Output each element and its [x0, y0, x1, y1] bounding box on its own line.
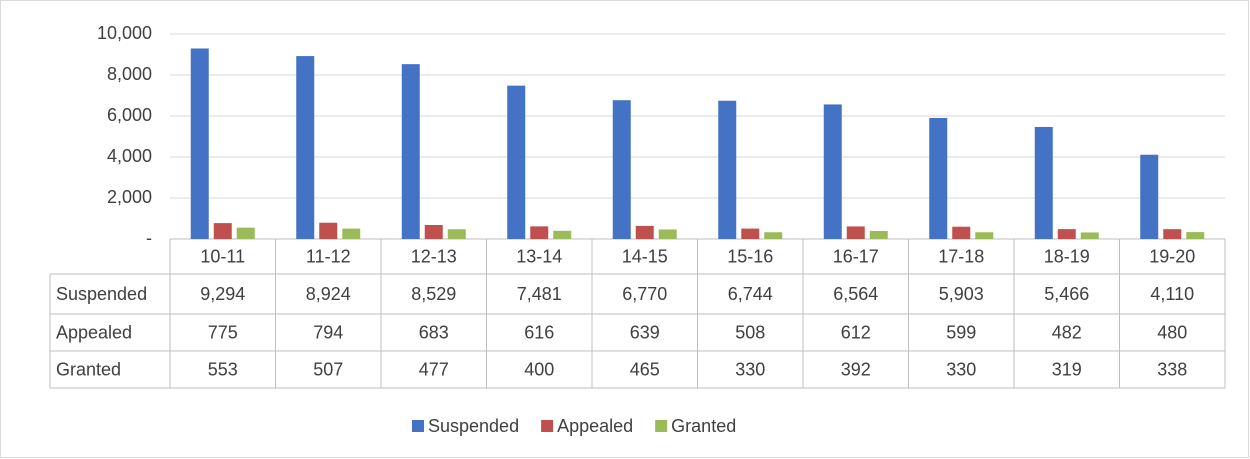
table-cell: 599	[946, 322, 976, 342]
table-cell: 4,110	[1150, 284, 1194, 304]
bar	[612, 100, 631, 239]
table-cell: 6,744	[728, 284, 773, 304]
table-cell: 612	[841, 322, 871, 342]
table-cell: 392	[841, 359, 871, 379]
table-cell: 330	[735, 359, 765, 379]
bar	[1080, 232, 1099, 239]
table-cell: 5,903	[939, 284, 984, 304]
bar	[296, 56, 315, 239]
bar	[401, 64, 420, 239]
table-cell: 477	[419, 359, 449, 379]
table-cell: 775	[208, 322, 238, 342]
row-label: Granted	[56, 359, 121, 379]
bar	[929, 117, 948, 239]
table-cell: 6,564	[833, 284, 878, 304]
bar	[869, 230, 888, 239]
x-tick-label: 15-16	[727, 246, 773, 266]
bar	[342, 228, 361, 239]
table-cell: 400	[524, 359, 554, 379]
y-tick-label: 4,000	[107, 146, 152, 166]
bar	[658, 229, 677, 239]
row-label: Suspended	[56, 284, 147, 304]
row-label: Appealed	[56, 322, 132, 342]
table-cell: 338	[1157, 359, 1187, 379]
bar	[213, 223, 232, 239]
table-cell: 330	[946, 359, 976, 379]
bar	[975, 232, 994, 239]
bar	[741, 228, 760, 239]
table-cell: 8,529	[411, 284, 456, 304]
bar	[424, 224, 443, 239]
legend-swatch	[541, 420, 554, 432]
x-tick-label: 16-17	[833, 246, 879, 266]
bar	[553, 230, 572, 239]
bar	[1057, 229, 1076, 239]
legend-swatch	[412, 420, 424, 432]
x-tick-label: 19-20	[1149, 246, 1195, 266]
table-cell: 508	[735, 322, 765, 342]
bar	[507, 85, 526, 240]
bar	[1186, 232, 1205, 239]
table-cell: 5,466	[1044, 284, 1089, 304]
y-tick-label: 6,000	[107, 105, 152, 125]
bar	[718, 100, 737, 239]
table-cell: 616	[524, 322, 554, 342]
table-cell: 553	[208, 359, 238, 379]
table-cell: 639	[630, 322, 660, 342]
bar	[823, 104, 842, 239]
table-cell: 319	[1052, 359, 1082, 379]
bar	[1140, 154, 1159, 239]
bar	[236, 227, 255, 239]
legend-label: Appealed	[557, 416, 633, 436]
table-cell: 9,294	[200, 284, 245, 304]
table-cell: 683	[419, 322, 449, 342]
table-cell: 7,481	[517, 284, 562, 304]
bar	[952, 226, 971, 239]
table-cell: 8,924	[306, 284, 351, 304]
table-cell: 482	[1052, 322, 1082, 342]
x-tick-label: 11-12	[306, 246, 351, 266]
table-cell: 480	[1157, 322, 1187, 342]
y-tick-label: 10,000	[97, 23, 152, 43]
x-tick-label: 12-13	[411, 246, 457, 266]
bar	[1163, 229, 1182, 239]
bar	[319, 222, 338, 239]
table-cell: 465	[630, 359, 660, 379]
table-cell: 794	[313, 322, 343, 342]
x-tick-label: 17-18	[938, 246, 984, 266]
x-tick-label: 13-14	[516, 246, 562, 266]
legend-swatch	[655, 420, 668, 432]
bar	[530, 226, 549, 239]
legend-label: Suspended	[428, 416, 519, 436]
bar	[764, 232, 783, 239]
y-tick-label: 2,000	[107, 187, 152, 207]
x-tick-label: 10-11	[200, 246, 245, 266]
legend-label: Granted	[671, 416, 736, 436]
x-tick-label: 18-19	[1044, 246, 1090, 266]
bar	[447, 229, 466, 239]
table-cell: 507	[313, 359, 343, 379]
bar	[190, 48, 209, 240]
y-tick-label: -	[146, 228, 152, 248]
y-tick-label: 8,000	[107, 64, 152, 84]
bar	[1034, 126, 1053, 239]
table-cell: 6,770	[622, 284, 667, 304]
x-tick-label: 14-15	[622, 246, 668, 266]
bar	[846, 226, 865, 239]
bar	[635, 225, 654, 239]
